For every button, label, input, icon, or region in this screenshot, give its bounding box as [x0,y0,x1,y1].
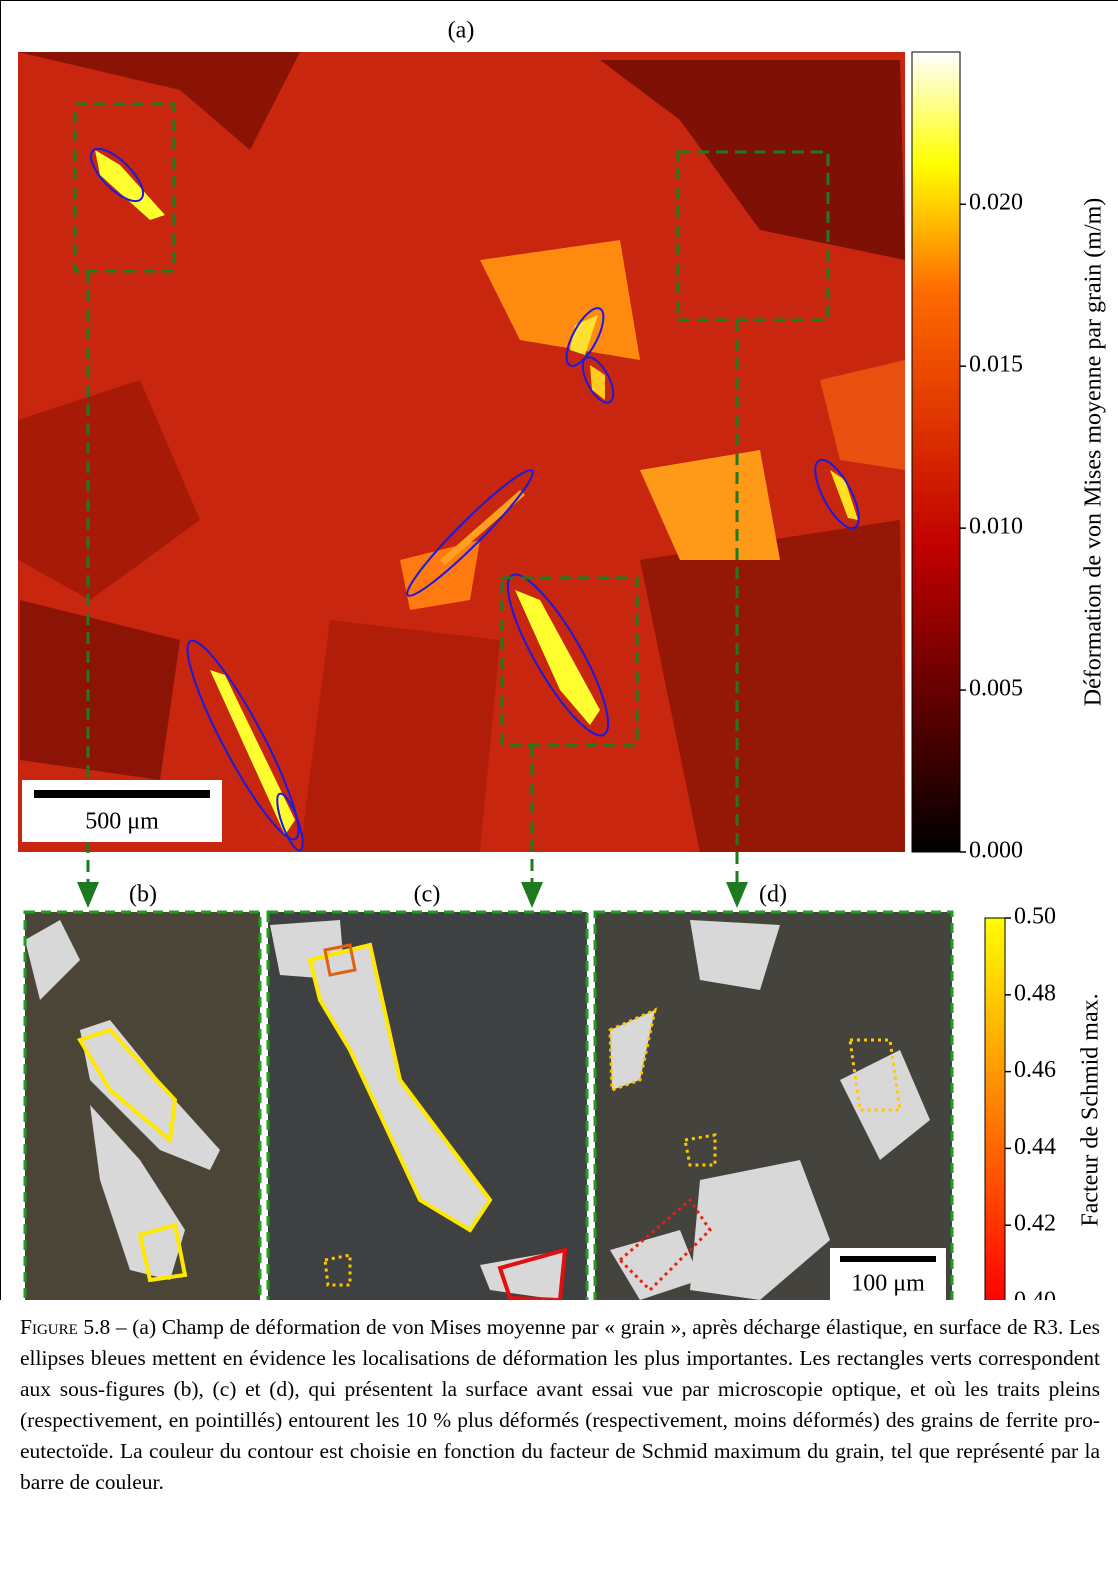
figure: (a) [0,0,1118,1300]
panel-label: (c) [414,882,441,908]
zoom-boxes [73,102,830,885]
tick-label: 0.48 [1014,980,1056,1006]
scale-label: 500 μm [85,809,159,835]
scale-bar: 500 μm [22,780,222,842]
caption-text: (a) Champ de déformation de von Mises mo… [20,1315,1100,1494]
tick-label: 0.000 [969,838,1023,864]
caption-lead: Figure 5.8 – [20,1315,127,1339]
strain-map [18,52,905,852]
tick-label: 0.015 [969,352,1023,378]
ellipses [89,148,860,852]
tick-label: 0.46 [1014,1057,1056,1083]
tick-label: 0.020 [969,190,1023,216]
panel-label: (d) [759,882,787,908]
colorbar-label: Facteur de Schmid max. [1078,993,1104,1226]
colorbar [911,51,961,853]
micrographs: 100 μm [23,910,954,1300]
scale-label: 100 μm [851,1271,925,1297]
tick-label: 0.42 [1014,1211,1056,1237]
tick-label: 0.50 [1014,904,1056,930]
tick-label: 0.44 [1014,1134,1056,1160]
tick-label: 0.40 [1014,1288,1056,1301]
panel-label: (b) [129,882,157,908]
colorbar [984,917,1006,1300]
arrow-heads [77,882,748,908]
caption: Figure 5.8 – (a) Champ de déformation de… [20,1312,1100,1498]
tick-label: 0.010 [969,514,1023,540]
colorbar-label: Déformation de von Mises moyenne par gra… [1081,198,1107,707]
panel-label: (a) [448,18,475,44]
tick-label: 0.005 [969,676,1023,702]
